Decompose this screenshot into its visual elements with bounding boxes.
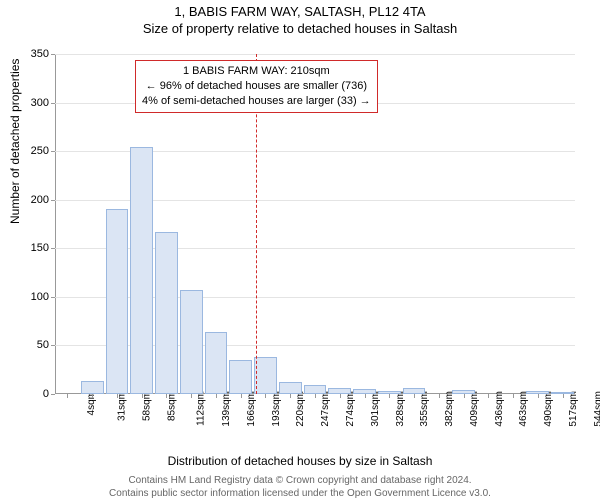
x-tick-label: 436sqm xyxy=(494,391,505,427)
x-tick xyxy=(166,394,167,398)
info-box-line: 1 BABIS FARM WAY: 210sqm xyxy=(142,64,371,79)
x-tick xyxy=(365,394,366,398)
x-tick-label: 112sqm xyxy=(196,391,207,426)
y-tick-label: 0 xyxy=(13,388,49,400)
x-tick xyxy=(538,394,539,398)
info-box-line: ← 96% of detached houses are smaller (73… xyxy=(142,79,371,94)
y-tick xyxy=(51,297,55,298)
histogram-bar xyxy=(279,382,302,394)
gridline xyxy=(55,54,575,55)
x-tick-label: 220sqm xyxy=(296,391,307,427)
info-box-line: 4% of semi-detached houses are larger (3… xyxy=(142,94,371,109)
histogram-bar xyxy=(304,385,327,394)
x-tick xyxy=(92,394,93,398)
y-tick-label: 50 xyxy=(13,339,49,351)
x-tick-label: 58sqm xyxy=(141,391,152,421)
x-tick-label: 247sqm xyxy=(320,391,331,427)
x-tick-label: 490sqm xyxy=(543,391,554,427)
x-tick xyxy=(216,394,217,398)
x-tick-label: 517sqm xyxy=(568,391,579,427)
histogram-bar xyxy=(229,360,252,394)
x-tick xyxy=(488,394,489,398)
y-tick xyxy=(51,345,55,346)
x-axis-title: Distribution of detached houses by size … xyxy=(0,454,600,468)
x-tick xyxy=(241,394,242,398)
page-address-title: 1, BABIS FARM WAY, SALTASH, PL12 4TA xyxy=(0,4,600,19)
y-tick-label: 150 xyxy=(13,242,49,254)
x-tick xyxy=(142,394,143,398)
x-tick-label: 463sqm xyxy=(518,391,529,427)
y-tick-label: 300 xyxy=(13,97,49,109)
info-box: 1 BABIS FARM WAY: 210sqm← 96% of detache… xyxy=(135,60,378,113)
x-tick xyxy=(414,394,415,398)
histogram-bar xyxy=(155,232,178,394)
footer-line-2: Contains public sector information licen… xyxy=(0,487,600,500)
y-tick xyxy=(51,103,55,104)
x-tick xyxy=(290,394,291,398)
x-tick xyxy=(67,394,68,398)
x-tick xyxy=(439,394,440,398)
y-axis-line xyxy=(55,54,56,394)
x-tick-label: 382sqm xyxy=(444,391,455,427)
attribution-footer: Contains HM Land Registry data © Crown c… xyxy=(0,474,600,500)
x-tick-label: 328sqm xyxy=(395,391,406,427)
y-tick-label: 350 xyxy=(13,48,49,60)
histogram-chart: 0501001502002503003504sqm31sqm58sqm85sqm… xyxy=(55,54,575,394)
y-tick xyxy=(51,54,55,55)
x-tick xyxy=(340,394,341,398)
x-tick xyxy=(464,394,465,398)
histogram-bar xyxy=(130,147,153,394)
x-tick-label: 166sqm xyxy=(246,391,257,427)
x-tick-label: 409sqm xyxy=(469,391,480,427)
x-tick-label: 193sqm xyxy=(271,391,282,427)
histogram-bar xyxy=(81,381,104,394)
footer-line-1: Contains HM Land Registry data © Crown c… xyxy=(0,474,600,487)
x-tick-label: 301sqm xyxy=(370,391,381,427)
x-tick xyxy=(389,394,390,398)
y-tick xyxy=(51,248,55,249)
histogram-bar xyxy=(205,332,228,394)
x-tick xyxy=(117,394,118,398)
x-tick-label: 31sqm xyxy=(117,391,128,421)
x-tick xyxy=(513,394,514,398)
x-tick xyxy=(191,394,192,398)
y-tick-label: 100 xyxy=(13,291,49,303)
x-tick-label: 274sqm xyxy=(345,391,356,427)
y-tick xyxy=(51,394,55,395)
x-tick xyxy=(315,394,316,398)
histogram-bar xyxy=(254,357,277,394)
x-tick-label: 355sqm xyxy=(419,391,430,427)
x-tick xyxy=(265,394,266,398)
x-tick-label: 544sqm xyxy=(593,391,600,427)
x-tick-label: 139sqm xyxy=(221,391,232,427)
page-subtitle: Size of property relative to detached ho… xyxy=(0,21,600,36)
y-tick xyxy=(51,200,55,201)
histogram-bar xyxy=(180,290,203,394)
x-tick xyxy=(563,394,564,398)
y-tick xyxy=(51,151,55,152)
y-tick-label: 200 xyxy=(13,194,49,206)
x-tick-label: 85sqm xyxy=(166,391,177,421)
y-tick-label: 250 xyxy=(13,145,49,157)
histogram-bar xyxy=(106,209,129,394)
